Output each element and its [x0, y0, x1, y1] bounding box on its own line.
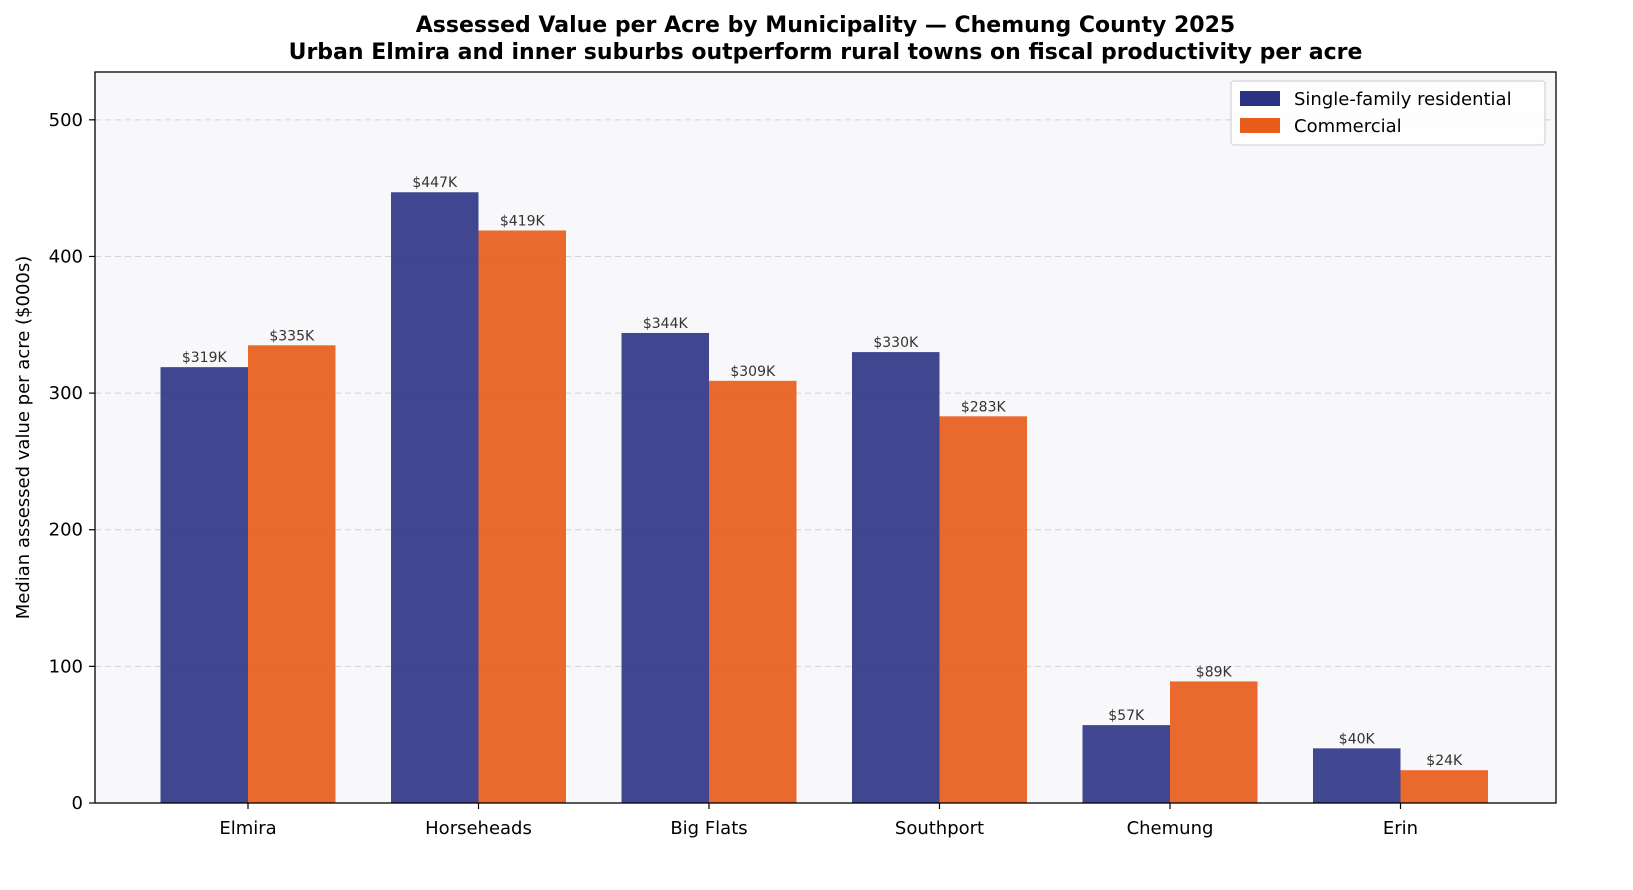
legend-label: Commercial [1294, 116, 1402, 137]
bar-big-flats-residential [621, 332, 709, 803]
x-tick-label: Horseheads [425, 818, 532, 839]
bar-elmira-commercial [248, 345, 336, 803]
bar-value-label: $319K [182, 350, 228, 366]
bar-big-flats-commercial [709, 380, 797, 803]
x-tick-label: Erin [1383, 818, 1418, 839]
bar-erin-residential [1313, 748, 1401, 803]
bar-horseheads-commercial [478, 230, 566, 803]
x-axis: Elmira Horseheads Big Flats Southport Chemun… [219, 803, 1418, 839]
bar-value-label: $40K [1339, 731, 1376, 747]
bar-value-label: $447K [412, 175, 458, 191]
bar-southport-commercial [939, 416, 1027, 803]
bar-value-label: $419K [500, 213, 546, 229]
y-tick-label: 500 [49, 110, 83, 131]
y-tick-label: 0 [72, 793, 83, 814]
plot-frame [94, 71, 1557, 804]
bar-value-label: $89K [1196, 664, 1233, 680]
x-tick-label: Elmira [219, 818, 276, 839]
bar-value-label: $57K [1108, 708, 1145, 724]
y-tick-label: 200 [49, 520, 83, 541]
data-labels: $319K $335K $447K $419K $344K $309K $330K $283K… [182, 175, 1463, 769]
bar-horseheads-residential [391, 192, 479, 803]
bar-value-label: $335K [269, 328, 315, 344]
x-tick-label: Southport [895, 818, 984, 839]
bar-chemung-commercial [1170, 681, 1258, 803]
bar-erin-commercial [1400, 770, 1488, 803]
bar-value-label: $330K [873, 335, 919, 351]
bars [160, 192, 1488, 803]
bar-chemung-residential [1082, 725, 1170, 803]
legend: Single-family residential Commercial [1230, 80, 1546, 146]
y-axis: 0 100 200 300 400 500 [49, 110, 95, 814]
bar-southport-residential [852, 352, 940, 803]
legend-label: Single-family residential [1294, 89, 1512, 110]
bar-value-label: $309K [730, 364, 776, 380]
y-tick-label: 300 [49, 383, 83, 404]
legend-box [1230, 80, 1546, 146]
bar-value-label: $24K [1426, 753, 1463, 769]
y-tick-label: 400 [49, 246, 83, 267]
plot-background [95, 72, 1556, 803]
chart-subtitle: Urban Elmira and inner suburbs outperfor… [289, 40, 1363, 65]
y-tick-label: 100 [49, 656, 83, 677]
bar-value-label: $344K [643, 316, 689, 332]
grid-lines [95, 119, 1556, 667]
bar-elmira-residential [160, 367, 248, 803]
legend-swatch [1240, 91, 1280, 106]
bar-value-label: $283K [961, 399, 1007, 415]
x-tick-label: Big Flats [670, 818, 747, 839]
x-tick-label: Chemung [1127, 818, 1214, 839]
legend-swatch [1240, 118, 1280, 133]
y-axis-label: Median assessed value per acre ($000s) [13, 256, 34, 620]
chart-title: Assessed Value per Acre by Municipality … [416, 13, 1235, 38]
